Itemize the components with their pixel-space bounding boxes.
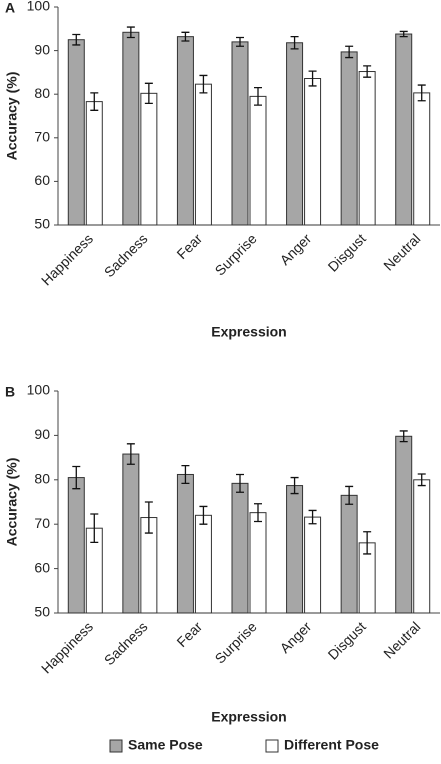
bar	[194, 514, 212, 614]
y-tick-label: 90	[34, 41, 50, 57]
bar	[122, 453, 140, 614]
bar	[231, 41, 249, 226]
error-bar	[72, 465, 81, 490]
bar	[395, 33, 413, 226]
error-bar	[199, 505, 208, 525]
error-bar	[181, 31, 190, 42]
error-bar	[72, 33, 81, 46]
x-tick-label: Neutral	[380, 230, 423, 273]
y-tick-label: 90	[34, 426, 50, 442]
error-bar	[290, 476, 299, 495]
y-tick-label: 50	[34, 216, 50, 232]
bar	[249, 95, 267, 226]
bar	[67, 39, 85, 226]
x-tick-label: Surprise	[212, 230, 260, 278]
error-bar	[417, 84, 426, 102]
error-bar	[363, 531, 372, 555]
error-bar	[90, 92, 99, 111]
x-tick-label: Sadness	[101, 618, 151, 668]
error-bar	[144, 501, 153, 534]
y-tick-label: 100	[27, 0, 51, 14]
x-tick-label: Fear	[173, 230, 205, 262]
legend-label: Different Pose	[284, 737, 379, 753]
error-bar	[399, 430, 408, 443]
bar	[395, 435, 413, 614]
error-bar	[126, 443, 135, 465]
x-tick-label: Anger	[277, 230, 315, 268]
bar	[304, 516, 322, 614]
x-tick-label: Anger	[277, 618, 315, 656]
panel-label: B	[5, 384, 15, 400]
error-bar	[126, 26, 135, 39]
error-bar	[254, 503, 262, 523]
x-tick-label: Disgust	[325, 230, 369, 274]
bar	[85, 101, 103, 226]
bar	[194, 83, 212, 226]
error-bar	[181, 464, 190, 485]
error-bar	[144, 82, 153, 105]
y-tick-label: 60	[34, 172, 50, 188]
x-tick-label: Fear	[173, 618, 205, 650]
error-bar	[363, 65, 372, 78]
bar	[231, 482, 249, 614]
error-bar	[399, 30, 408, 38]
error-bar	[290, 35, 299, 50]
x-tick-label: Happiness	[38, 618, 96, 676]
x-tick-label: Sadness	[101, 230, 151, 280]
x-axis-label: Expression	[211, 709, 286, 725]
error-bar	[199, 74, 208, 94]
x-tick-label: Happiness	[38, 230, 96, 288]
x-tick-label: Disgust	[325, 618, 369, 662]
error-bar	[254, 87, 262, 106]
error-bar	[417, 473, 426, 487]
y-tick-label: 80	[34, 471, 50, 487]
bar	[286, 485, 304, 614]
y-axis-label: Accuracy (%)	[4, 458, 20, 547]
bar	[413, 92, 431, 226]
bar	[249, 512, 267, 614]
x-tick-label: Surprise	[212, 618, 260, 666]
y-axis-label: Accuracy (%)	[4, 72, 20, 161]
y-tick-label: 60	[34, 559, 50, 575]
y-tick-label: 70	[34, 129, 50, 145]
error-bar	[345, 485, 354, 505]
error-bar	[345, 45, 354, 59]
panel-label: A	[5, 0, 15, 16]
bar	[176, 36, 194, 226]
error-bar	[236, 473, 244, 493]
y-tick-label: 80	[34, 85, 50, 101]
bar	[340, 51, 358, 226]
legend-swatch	[109, 739, 123, 753]
x-tick-label: Neutral	[380, 618, 423, 661]
bar	[122, 31, 140, 226]
bar	[358, 71, 376, 226]
bar	[304, 78, 322, 226]
y-tick-label: 100	[27, 382, 51, 398]
x-axis-label: Expression	[211, 324, 286, 340]
legend-swatch	[265, 739, 279, 753]
bar	[67, 477, 85, 614]
bar	[340, 494, 358, 614]
legend-label: Same Pose	[128, 737, 203, 753]
y-tick-label: 50	[34, 604, 50, 620]
bar	[176, 473, 194, 614]
error-bar	[308, 509, 317, 525]
bar	[286, 42, 304, 226]
bar	[413, 479, 431, 614]
bar	[140, 92, 158, 226]
y-tick-label: 70	[34, 515, 50, 531]
error-bar	[90, 513, 99, 544]
error-bar	[236, 36, 244, 47]
error-bar	[308, 70, 317, 87]
